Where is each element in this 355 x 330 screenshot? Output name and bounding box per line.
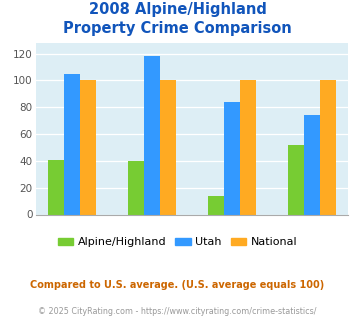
Bar	[304, 115, 320, 214]
Bar	[208, 196, 224, 214]
Bar	[144, 56, 160, 214]
Bar	[224, 102, 240, 214]
Legend: Alpine/Highland, Utah, National: Alpine/Highland, Utah, National	[53, 233, 302, 252]
Text: 2008 Alpine/Highland: 2008 Alpine/Highland	[88, 2, 267, 16]
Text: Compared to U.S. average. (U.S. average equals 100): Compared to U.S. average. (U.S. average …	[31, 280, 324, 290]
Bar	[160, 81, 176, 214]
Bar	[240, 81, 256, 214]
Text: Property Crime Comparison: Property Crime Comparison	[63, 21, 292, 36]
Bar	[80, 81, 95, 214]
Bar	[64, 74, 80, 215]
Bar	[288, 145, 304, 214]
Text: © 2025 CityRating.com - https://www.cityrating.com/crime-statistics/: © 2025 CityRating.com - https://www.city…	[38, 307, 317, 316]
Bar	[48, 159, 64, 214]
Bar	[127, 161, 144, 214]
Bar	[320, 81, 336, 214]
